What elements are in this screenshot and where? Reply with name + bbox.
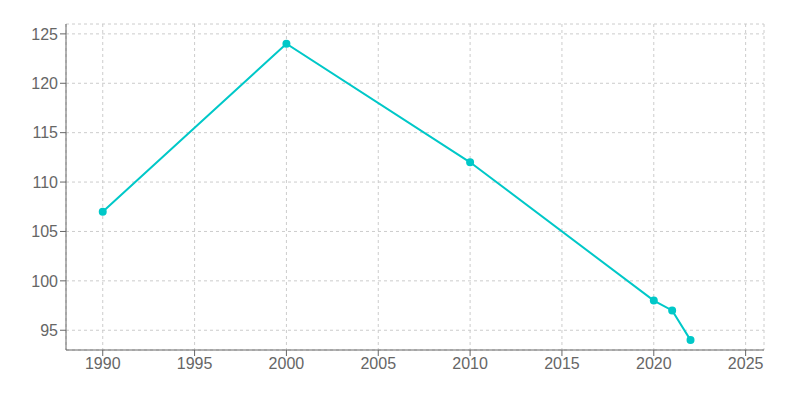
- svg-text:105: 105: [31, 223, 58, 240]
- svg-text:125: 125: [31, 26, 58, 43]
- svg-text:95: 95: [40, 322, 58, 339]
- svg-text:1995: 1995: [177, 355, 213, 372]
- svg-text:2025: 2025: [728, 355, 764, 372]
- svg-text:1990: 1990: [85, 355, 121, 372]
- svg-text:2010: 2010: [452, 355, 488, 372]
- svg-text:115: 115: [32, 124, 58, 141]
- svg-text:110: 110: [32, 174, 58, 191]
- svg-text:2000: 2000: [269, 355, 305, 372]
- svg-text:2015: 2015: [544, 355, 580, 372]
- svg-text:100: 100: [31, 273, 58, 290]
- svg-text:120: 120: [31, 75, 58, 92]
- svg-text:2020: 2020: [636, 355, 672, 372]
- svg-text:2005: 2005: [360, 355, 396, 372]
